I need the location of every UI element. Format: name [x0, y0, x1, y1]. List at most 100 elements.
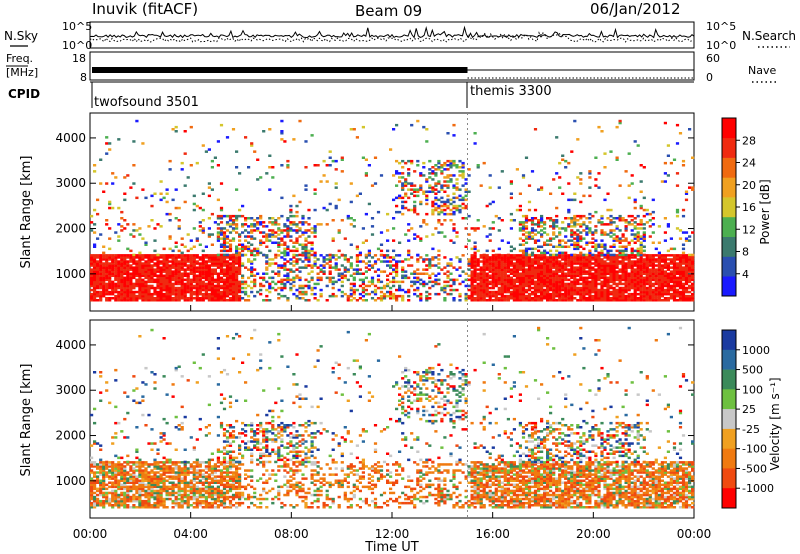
power-cell: [654, 272, 658, 275]
power-cell: [392, 270, 396, 273]
power-cell: [606, 272, 610, 275]
power-cell: [549, 192, 553, 195]
velocity-cell: [105, 501, 109, 505]
power-cell: [500, 262, 504, 265]
power-cell: [446, 164, 450, 167]
power-cell: [419, 188, 423, 191]
power-cell: [624, 249, 628, 253]
power-cell: [585, 227, 589, 230]
power-cell: [310, 288, 314, 292]
power-cell: [177, 294, 181, 298]
power-cell: [691, 286, 695, 290]
power-cell: [657, 276, 661, 280]
power-cell: [609, 249, 613, 253]
power-cell: [443, 288, 447, 292]
power-cell: [675, 280, 680, 284]
power-cell: [392, 217, 396, 220]
power-cell: [277, 264, 281, 267]
power-cell: [455, 256, 459, 259]
velocity-cell: [90, 501, 94, 505]
power-cell: [588, 268, 592, 271]
power-cell: [99, 158, 103, 161]
power-cell: [500, 282, 504, 286]
power-cell: [624, 270, 628, 273]
power-cell: [678, 237, 683, 240]
power-cell: [476, 290, 480, 294]
power-cell: [509, 268, 513, 271]
power-cell: [555, 276, 559, 280]
power-cell: [624, 280, 628, 284]
power-cell: [639, 278, 643, 282]
power-cell: [250, 266, 254, 269]
power-cell: [564, 229, 568, 232]
power-cell: [681, 258, 686, 261]
power-cell: [370, 276, 375, 280]
power-cell: [494, 282, 498, 286]
power-cell: [648, 262, 652, 265]
power-cell: [325, 208, 329, 212]
power-cell: [253, 294, 257, 298]
power-cell: [213, 254, 217, 257]
power-cell: [286, 253, 290, 257]
power-cell: [518, 254, 522, 257]
power-cell: [404, 200, 408, 204]
power-cell: [482, 276, 486, 280]
power-cell: [494, 262, 498, 265]
power-cell: [392, 294, 396, 298]
power-cell: [280, 251, 284, 255]
power-cell: [250, 223, 254, 226]
power-cell: [446, 204, 450, 208]
power-cell: [666, 272, 670, 275]
power-cell: [96, 262, 100, 265]
power-cell: [672, 256, 677, 259]
power-cell: [597, 125, 601, 129]
power-cell: [642, 239, 646, 242]
velocity-cell: [102, 465, 106, 468]
power-cell: [144, 299, 148, 302]
power-cell: [407, 253, 411, 257]
power-cell: [189, 260, 193, 263]
power-cell: [675, 256, 680, 259]
power-cell: [231, 270, 236, 273]
velocity-cell: [105, 463, 109, 466]
power-cell: [678, 297, 683, 300]
power-cell: [524, 280, 529, 284]
power-cell: [189, 290, 193, 294]
power-cell: [416, 272, 420, 275]
power-cell: [189, 282, 193, 286]
power-cell: [416, 159, 420, 163]
power-cell: [114, 266, 118, 269]
power-cell: [123, 260, 127, 263]
power-cell: [222, 274, 227, 277]
power-cell: [485, 260, 489, 263]
power-cell: [192, 292, 196, 296]
power-cell: [521, 176, 526, 179]
power-cell: [494, 299, 498, 302]
power-cell: [473, 132, 477, 135]
velocity-cell: [93, 407, 97, 411]
power-cell: [313, 231, 317, 234]
power-cell: [108, 286, 112, 290]
power-cell: [301, 260, 305, 263]
power-cell: [198, 262, 202, 265]
power-cell: [216, 282, 220, 286]
velocity-cell: [111, 469, 115, 472]
power-cell: [93, 258, 97, 261]
power-cell: [235, 256, 239, 259]
power-cell: [533, 266, 538, 269]
power-cell: [570, 284, 574, 288]
power-cell: [126, 282, 130, 286]
power-cell: [416, 194, 420, 198]
power-cell: [108, 264, 112, 267]
power-cell: [482, 268, 486, 271]
power-cell: [494, 290, 498, 294]
power-cell: [491, 290, 495, 294]
power-cell: [500, 254, 504, 257]
power-cell: [126, 174, 130, 177]
power-cell: [105, 260, 109, 263]
power-cell: [537, 272, 541, 275]
power-cell: [603, 294, 607, 298]
power-cell: [171, 284, 175, 288]
power-cell: [144, 260, 148, 263]
power-cell: [633, 260, 637, 263]
